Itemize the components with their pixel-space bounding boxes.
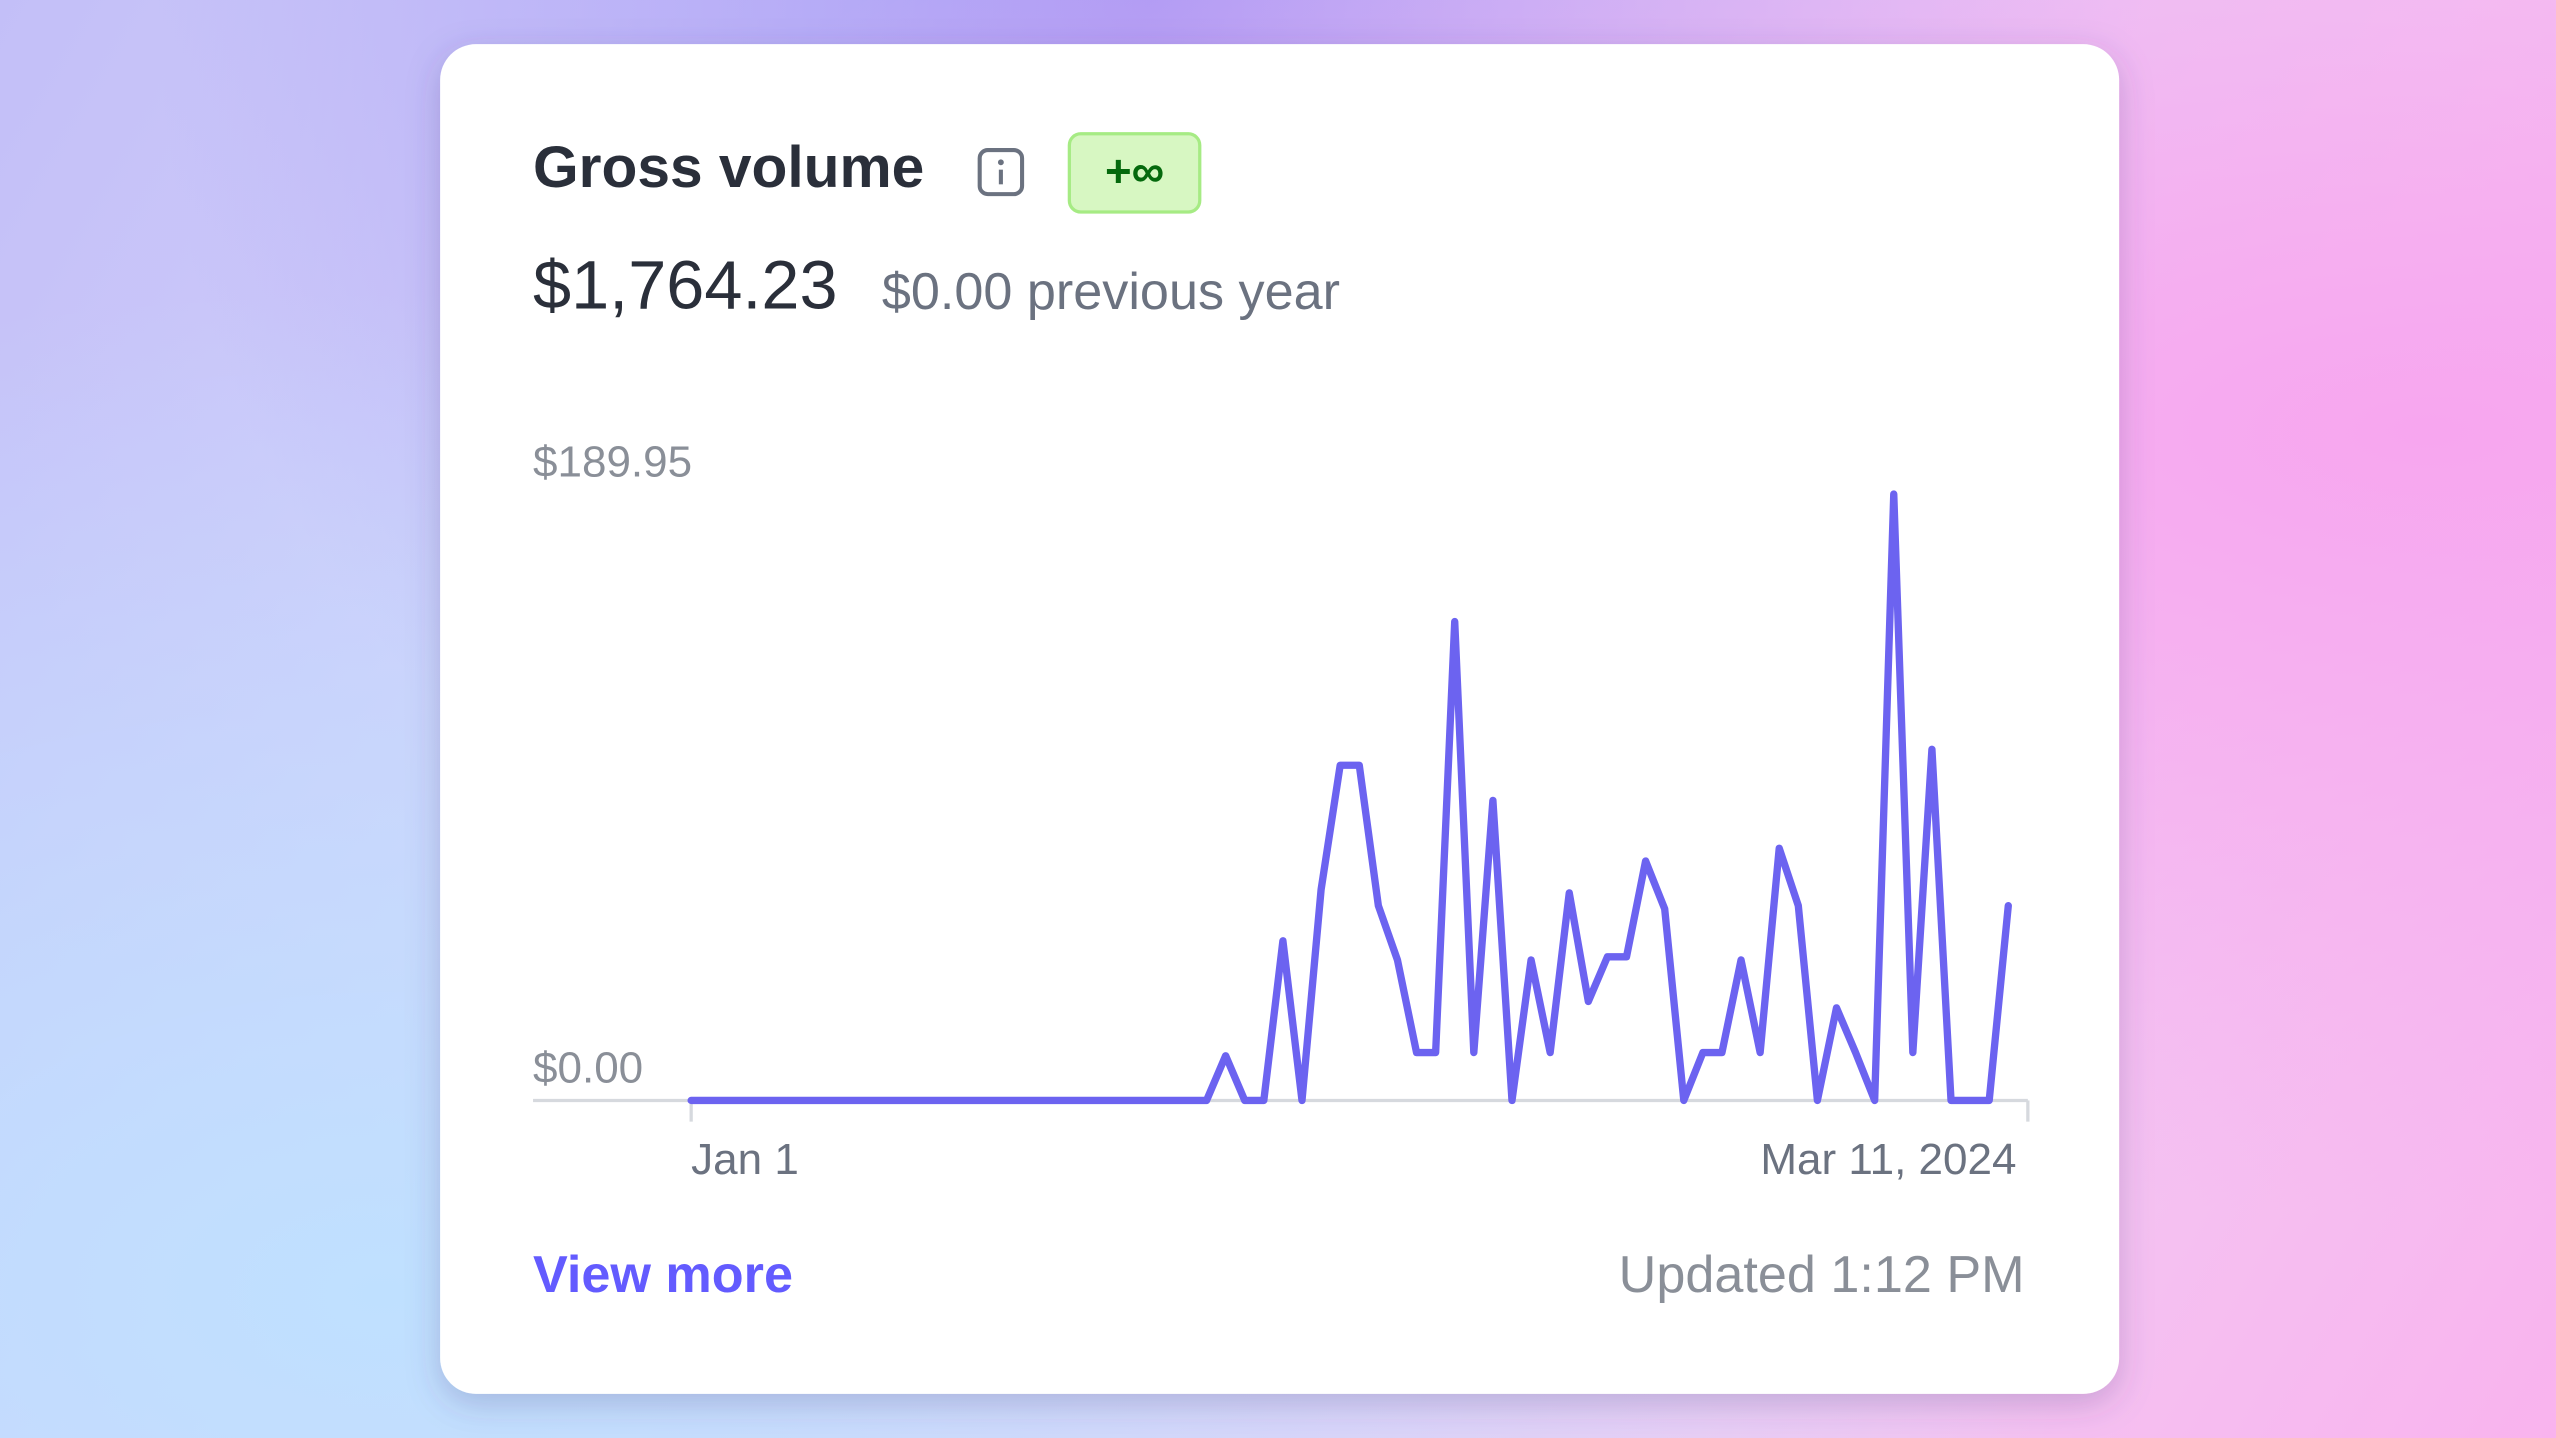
amount: $1,764.23 bbox=[533, 246, 838, 323]
y-tick-label: $0.00 bbox=[533, 1044, 643, 1093]
title: Gross volume bbox=[533, 135, 924, 200]
y-tick-label: $189.95 bbox=[533, 437, 692, 486]
x-tick-label: Mar 11, 2024 bbox=[1760, 1135, 2016, 1184]
line-series bbox=[687, 490, 2012, 1105]
plot: $0.00 $189.95 Jan 1 Mar 11, 2024 bbox=[533, 437, 2028, 1184]
badge bbox=[1067, 132, 1202, 214]
x-tick-label: Jan 1 bbox=[691, 1135, 799, 1184]
info-icon[interactable] bbox=[977, 148, 1025, 197]
comparison: $0.00 previous year bbox=[882, 263, 1340, 321]
view-more-link[interactable]: View more bbox=[533, 1246, 793, 1304]
updated-time: Updated 1:12 PM bbox=[1619, 1246, 2025, 1304]
badge-text: +∞ bbox=[1105, 146, 1164, 197]
